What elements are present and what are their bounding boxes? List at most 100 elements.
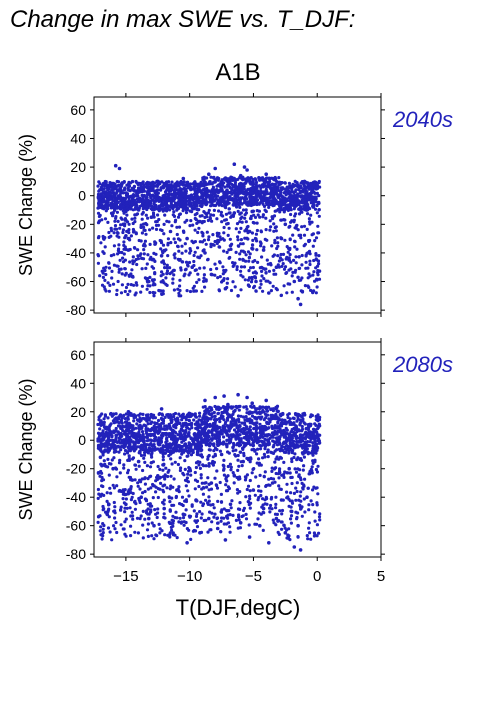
data-point <box>193 240 197 244</box>
data-point <box>293 179 297 183</box>
data-point <box>309 499 313 503</box>
data-point <box>231 449 235 453</box>
data-point <box>156 188 160 192</box>
data-point <box>119 508 123 512</box>
data-point <box>164 276 168 280</box>
data-point <box>215 486 220 490</box>
data-point <box>120 250 124 255</box>
data-point <box>268 228 272 232</box>
data-point <box>282 460 286 464</box>
data-point <box>260 269 264 273</box>
data-point <box>234 250 238 254</box>
data-point <box>217 425 222 429</box>
data-point <box>132 413 136 417</box>
data-point <box>264 187 268 191</box>
data-point <box>142 248 146 252</box>
data-point <box>188 445 192 449</box>
data-point <box>133 246 137 250</box>
data-point <box>202 414 206 418</box>
data-point <box>144 429 148 433</box>
data-point <box>177 190 181 195</box>
data-point <box>146 191 150 195</box>
data-point <box>173 240 177 245</box>
data-point <box>200 289 204 293</box>
data-point <box>166 474 170 479</box>
data-point <box>296 535 300 539</box>
data-point <box>257 495 261 500</box>
data-point <box>114 449 118 454</box>
data-point <box>197 208 201 212</box>
data-point <box>301 196 305 200</box>
data-point <box>218 275 222 279</box>
data-point <box>279 218 283 222</box>
data-point <box>109 254 113 258</box>
data-point <box>268 177 272 181</box>
data-point <box>222 522 226 526</box>
data-point <box>118 458 122 462</box>
data-point <box>112 412 116 416</box>
data-point <box>116 231 120 235</box>
data-point <box>122 414 126 418</box>
data-point <box>152 537 156 541</box>
data-point <box>258 176 262 181</box>
data-point <box>140 231 144 235</box>
data-point <box>315 191 319 195</box>
data-point <box>112 486 116 490</box>
data-point <box>292 218 296 222</box>
data-point <box>303 437 308 441</box>
data-point <box>231 280 235 284</box>
data-point <box>306 486 310 490</box>
data-point <box>278 509 282 513</box>
data-point <box>97 418 101 422</box>
data-point <box>124 285 129 290</box>
data-point <box>227 190 231 195</box>
data-point <box>297 212 302 216</box>
data-point <box>309 288 313 292</box>
data-point <box>256 447 260 451</box>
data-point <box>147 443 151 447</box>
y-tick-label: -40 <box>66 245 86 261</box>
data-point <box>271 284 275 288</box>
data-point <box>200 487 204 491</box>
data-point <box>227 438 231 442</box>
data-point <box>301 443 305 447</box>
data-point <box>148 475 152 479</box>
data-point <box>201 503 205 508</box>
data-point <box>313 510 317 514</box>
data-point <box>238 196 243 200</box>
data-point <box>204 498 208 502</box>
data-point <box>241 191 245 195</box>
data-point <box>204 518 208 522</box>
data-point <box>225 250 229 254</box>
data-point <box>261 289 265 293</box>
data-point <box>270 507 274 511</box>
data-point <box>236 491 240 495</box>
data-point <box>263 444 268 448</box>
data-point <box>208 216 212 221</box>
data-point <box>135 283 139 287</box>
data-point <box>141 536 145 540</box>
data-point <box>125 213 129 217</box>
data-point <box>201 492 205 496</box>
data-point <box>171 533 175 537</box>
data-point <box>295 419 299 423</box>
data-point <box>174 495 178 500</box>
data-point <box>315 211 319 215</box>
data-point <box>154 427 158 431</box>
data-point <box>150 521 154 525</box>
data-point <box>194 415 198 419</box>
data-point <box>236 453 240 458</box>
data-point <box>175 416 179 420</box>
data-point <box>161 421 165 425</box>
data-point <box>184 484 188 488</box>
data-point <box>196 230 200 235</box>
data-point <box>136 531 140 535</box>
data-point <box>253 177 257 181</box>
data-point <box>165 283 169 287</box>
data-point <box>272 521 276 525</box>
data-point <box>189 436 193 440</box>
data-point <box>193 268 197 272</box>
data-point <box>251 238 255 242</box>
data-point <box>184 202 188 207</box>
data-point <box>300 276 304 280</box>
